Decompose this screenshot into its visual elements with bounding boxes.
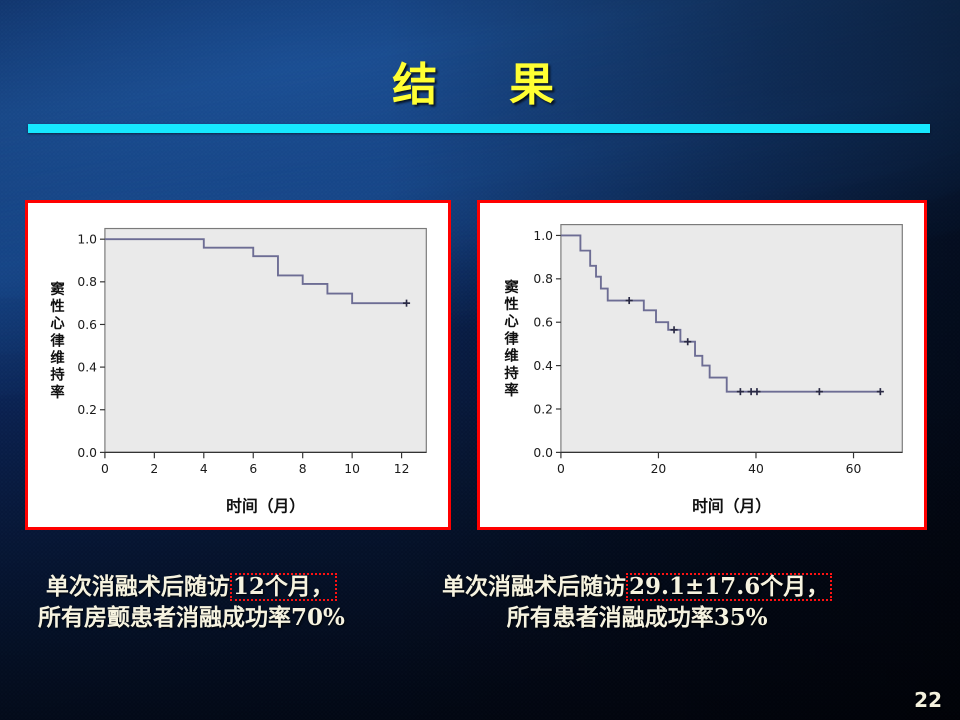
svg-text:律: 律 (504, 329, 518, 347)
svg-text:心: 心 (504, 313, 519, 330)
svg-text:4: 4 (200, 462, 208, 476)
svg-text:60: 60 (846, 462, 862, 476)
caption-right: 单次消融术后随访 29.1±17.6个月， 所有患者消融成功率35% (442, 572, 833, 634)
caption-right-line1: 单次消融术后随访 29.1±17.6个月， (442, 572, 833, 603)
svg-text:率: 率 (504, 381, 518, 399)
svg-text:性: 性 (504, 295, 518, 313)
svg-text:窦: 窦 (504, 278, 518, 296)
svg-text:1.0: 1.0 (533, 229, 553, 243)
svg-text:维: 维 (50, 349, 64, 367)
page-title: 结 果 (392, 58, 568, 111)
svg-text:0.4: 0.4 (533, 359, 553, 373)
svg-text:心: 心 (50, 315, 65, 332)
caption-left-line2: 所有房颤患者消融成功率70% (38, 603, 345, 631)
svg-text:20: 20 (651, 462, 667, 476)
caption-right-line2: 所有患者消融成功率35% (506, 603, 768, 631)
caption-right-highlight: 29.1±17.6个月， (626, 573, 833, 602)
svg-text:8: 8 (299, 462, 307, 476)
svg-text:10: 10 (344, 462, 360, 476)
svg-text:性: 性 (50, 297, 64, 315)
svg-text:律: 律 (50, 331, 64, 349)
svg-text:0.8: 0.8 (77, 275, 97, 289)
svg-text:0: 0 (557, 462, 565, 476)
svg-text:0.8: 0.8 (533, 272, 553, 286)
svg-text:40: 40 (748, 462, 764, 476)
svg-text:1.0: 1.0 (77, 233, 97, 247)
svg-text:0.6: 0.6 (77, 318, 97, 332)
svg-text:0.0: 0.0 (533, 446, 553, 460)
caption-right-line1-prefix: 单次消融术后随访 (442, 573, 626, 600)
chart-panel-right: 0.0 0.2 0.4 0.6 0.8 1.0 0 20 40 60 时间（月） 窦性心律维持率 (477, 200, 927, 530)
svg-text:时间（月）: 时间（月） (692, 496, 771, 515)
page-number: 22 (914, 688, 942, 712)
caption-left: 单次消融术后随访 12个月， 所有房颤患者消融成功率70% (38, 572, 345, 634)
svg-text:0.2: 0.2 (533, 402, 553, 416)
svg-text:2: 2 (150, 462, 158, 476)
svg-text:持: 持 (50, 366, 64, 384)
svg-text:12: 12 (394, 462, 410, 476)
svg-text:0.0: 0.0 (77, 446, 97, 460)
svg-text:0.6: 0.6 (533, 316, 553, 330)
svg-text:维: 维 (504, 347, 518, 365)
svg-text:6: 6 (249, 462, 257, 476)
svg-text:窦: 窦 (50, 280, 64, 298)
caption-left-line1-prefix: 单次消融术后随访 (45, 573, 230, 600)
caption-left-highlight: 12个月， (229, 573, 337, 602)
caption-left-line1: 单次消融术后随访 12个月， (38, 572, 345, 603)
svg-text:0.4: 0.4 (77, 361, 97, 375)
svg-text:率: 率 (50, 383, 64, 401)
svg-text:时间（月）: 时间（月） (226, 496, 305, 515)
svg-text:持: 持 (504, 364, 518, 382)
svg-text:0.2: 0.2 (77, 403, 97, 417)
title-underline-rule (28, 124, 930, 133)
svg-text:0: 0 (101, 462, 109, 476)
chart-panel-left: 0.0 0.2 0.4 0.6 0.8 1.0 0 2 4 6 8 10 12 时间（月） 窦性心律维持率 (25, 200, 451, 530)
